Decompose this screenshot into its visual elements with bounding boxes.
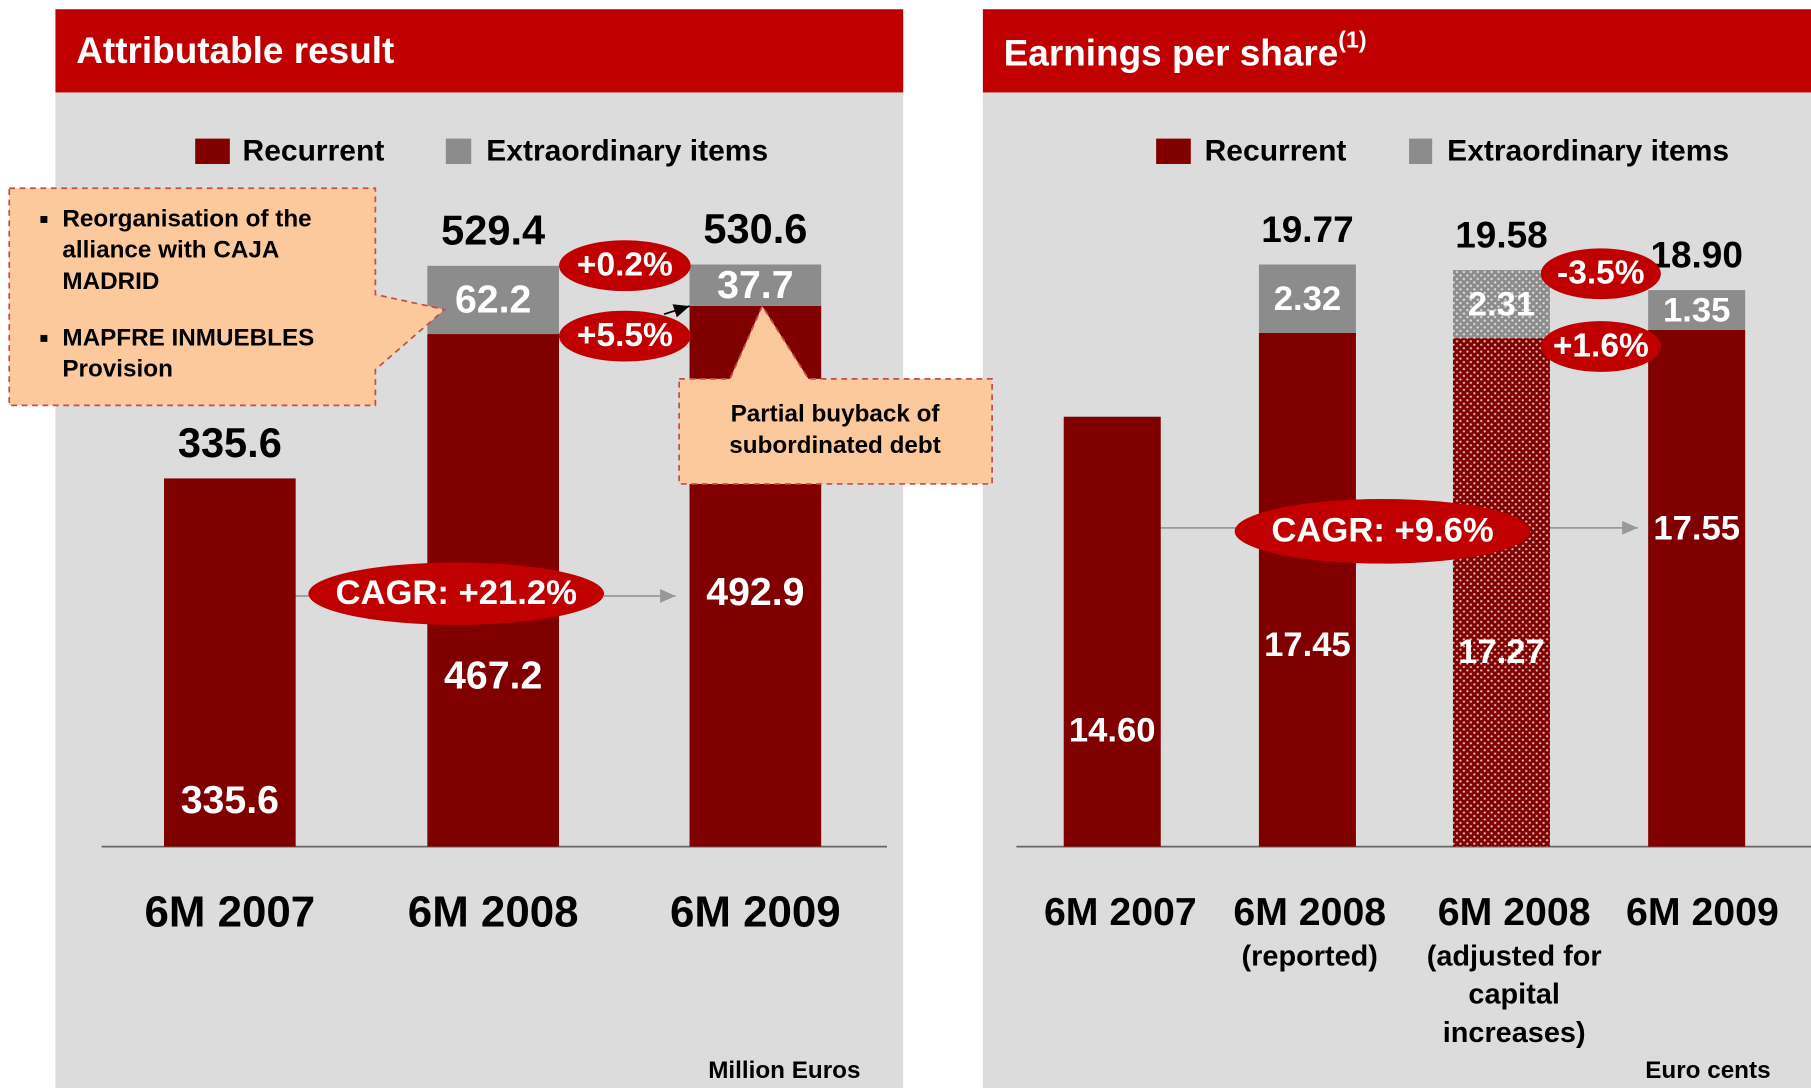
- title-text: Earnings per share: [1004, 32, 1339, 73]
- value-label: 14.60: [1069, 711, 1156, 749]
- x-tick-label: 6M 2009: [1626, 890, 1779, 934]
- total-label: 529.4: [441, 206, 545, 253]
- bar-segment: [1258, 264, 1356, 333]
- cagr-badge: [308, 562, 605, 625]
- change-label: +0.2%: [577, 247, 673, 284]
- bar-segment: [1648, 290, 1746, 330]
- value-label: 335.6: [181, 778, 279, 822]
- legend-label: Recurrent: [1205, 134, 1347, 167]
- value-label: 37.7: [717, 263, 793, 307]
- arrow: [663, 304, 690, 318]
- change-label: +1.6%: [1553, 327, 1649, 364]
- total-label: 19.58: [1455, 215, 1547, 256]
- total-label: 18.90: [1650, 235, 1742, 276]
- bar-segment: [689, 264, 822, 306]
- callout-text: Partial buyback of subordinated debt: [729, 400, 941, 459]
- callout-box: [678, 304, 993, 485]
- category-note: (adjusted for capital increases): [1426, 940, 1602, 1049]
- chart-title: Attributable result: [76, 30, 394, 71]
- value-label: 2.31: [1468, 286, 1535, 324]
- value-label: 2.32: [1274, 280, 1341, 318]
- x-tick-label: 6M 2008: [408, 887, 579, 936]
- callout: Reorganisation of the alliance with CAJA…: [23, 203, 369, 399]
- change-badge: [559, 310, 691, 362]
- bar-segment: [164, 478, 296, 847]
- unit-label: Million Euros: [708, 1057, 860, 1084]
- callout-box: [8, 187, 447, 407]
- legend-label: Extraordinary items: [1447, 134, 1729, 167]
- callout: Partial buyback of subordinated debt: [729, 400, 941, 459]
- value-label: 17.45: [1264, 626, 1351, 664]
- pattern-overlay: [1452, 338, 1550, 847]
- change-label: +5.5%: [577, 317, 673, 354]
- change-badge: [559, 240, 691, 292]
- cagr-badge: [1234, 498, 1531, 564]
- total-label: 335.6: [178, 419, 282, 466]
- bar-segment: [1063, 416, 1161, 847]
- panel-header: [55, 9, 904, 93]
- pattern-overlay: [1452, 270, 1550, 339]
- chart-title: Earnings per share(1): [1004, 27, 1367, 74]
- cagr-label: CAGR: +9.6%: [1271, 512, 1493, 550]
- change-label: -3.5%: [1557, 255, 1644, 292]
- x-tick-label: 6M 2009: [670, 887, 841, 936]
- x-tick-label: 6M 2007: [1044, 890, 1197, 934]
- callout-item: MAPFRE INMUEBLES Provision: [62, 322, 369, 384]
- value-label: 1.35: [1663, 291, 1730, 329]
- category-note: (reported): [1241, 940, 1378, 973]
- category-note-box: (adjusted for capital increases): [1426, 940, 1602, 1049]
- bar-segment: [1648, 329, 1746, 847]
- legend-swatch: [1409, 138, 1433, 165]
- total-label: 530.6: [703, 205, 807, 252]
- change-badge: [1540, 321, 1661, 372]
- cagr-label: CAGR: +21.2%: [335, 574, 577, 612]
- total-label: 19.77: [1261, 209, 1353, 250]
- legend-swatch: [195, 138, 230, 165]
- legend-swatch: [1156, 138, 1191, 165]
- x-tick-label: 6M 2007: [144, 887, 315, 936]
- title-text: Attributable result: [76, 30, 394, 71]
- bar-segment: [427, 265, 560, 335]
- x-tick-label: 6M 2008: [1438, 890, 1591, 934]
- value-label: 17.55: [1653, 509, 1740, 547]
- change-badge: [1540, 248, 1661, 300]
- legend-label: Recurrent: [243, 134, 385, 167]
- title-note: (1): [1338, 27, 1366, 53]
- value-label: 62.2: [455, 278, 531, 322]
- bar-segment: [1258, 332, 1356, 847]
- panel-header: [982, 9, 1811, 93]
- legend-label: Extraordinary items: [486, 134, 768, 167]
- unit-label: Euro cents: [1645, 1057, 1770, 1084]
- x-tick-label: 6M 2008: [1233, 890, 1386, 934]
- value-label: 17.27: [1458, 633, 1545, 671]
- callout-item: Reorganisation of the alliance with CAJA…: [62, 203, 369, 297]
- value-label: 492.9: [706, 570, 804, 614]
- category-note-box: (reported): [1241, 940, 1378, 973]
- value-label: 467.2: [444, 653, 542, 697]
- legend-swatch: [445, 138, 472, 165]
